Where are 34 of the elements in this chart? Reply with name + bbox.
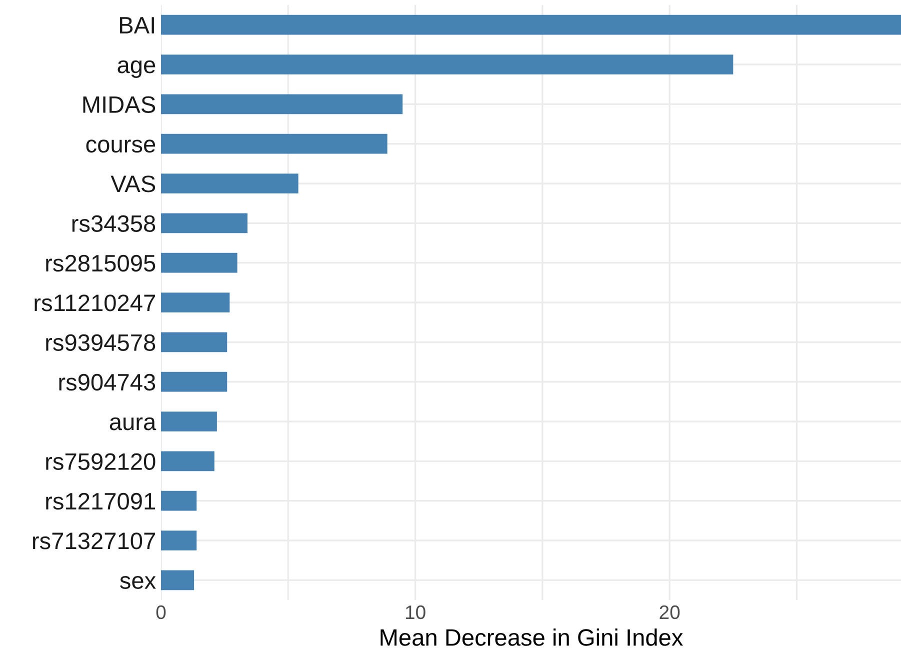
y-tick-label: rs904743 bbox=[59, 374, 156, 391]
bar bbox=[161, 530, 197, 550]
bar bbox=[161, 252, 238, 273]
y-tick-label: rs34358 bbox=[72, 215, 156, 232]
bar bbox=[161, 174, 298, 194]
bar bbox=[161, 292, 230, 312]
y-tick-label: rs11210247 bbox=[34, 294, 155, 312]
bar bbox=[161, 372, 228, 392]
bar bbox=[161, 412, 217, 432]
x-tick-label: 10 bbox=[406, 605, 426, 620]
y-tick-label: rs71327107 bbox=[33, 532, 155, 550]
x-tick-label: 0 bbox=[156, 605, 166, 620]
bar bbox=[161, 332, 228, 352]
bar bbox=[161, 134, 388, 154]
bar bbox=[161, 213, 248, 234]
y-tick-label: rs7592120 bbox=[46, 453, 156, 470]
bar bbox=[161, 490, 197, 511]
y-tick-label: rs9394578 bbox=[46, 334, 156, 351]
x-axis-title: Mean Decrease in Gini Index bbox=[380, 628, 683, 646]
bar bbox=[161, 54, 734, 74]
bar bbox=[161, 94, 403, 114]
y-tick-label: VAS bbox=[110, 176, 156, 192]
y-tick-label: sex bbox=[120, 576, 156, 589]
y-tick-label: rs1217091 bbox=[46, 492, 155, 510]
y-tick-label: age bbox=[118, 60, 156, 78]
y-tick-label: aura bbox=[110, 417, 156, 430]
y-tick-label: course bbox=[86, 140, 156, 153]
x-tick-label: 20 bbox=[660, 605, 680, 620]
bar bbox=[161, 570, 194, 590]
y-tick-label: rs2815095 bbox=[46, 254, 156, 272]
y-tick-label: MIDAS bbox=[83, 96, 156, 113]
bar bbox=[161, 451, 214, 472]
y-tick-label: BAI bbox=[120, 17, 154, 34]
bar bbox=[161, 14, 901, 35]
